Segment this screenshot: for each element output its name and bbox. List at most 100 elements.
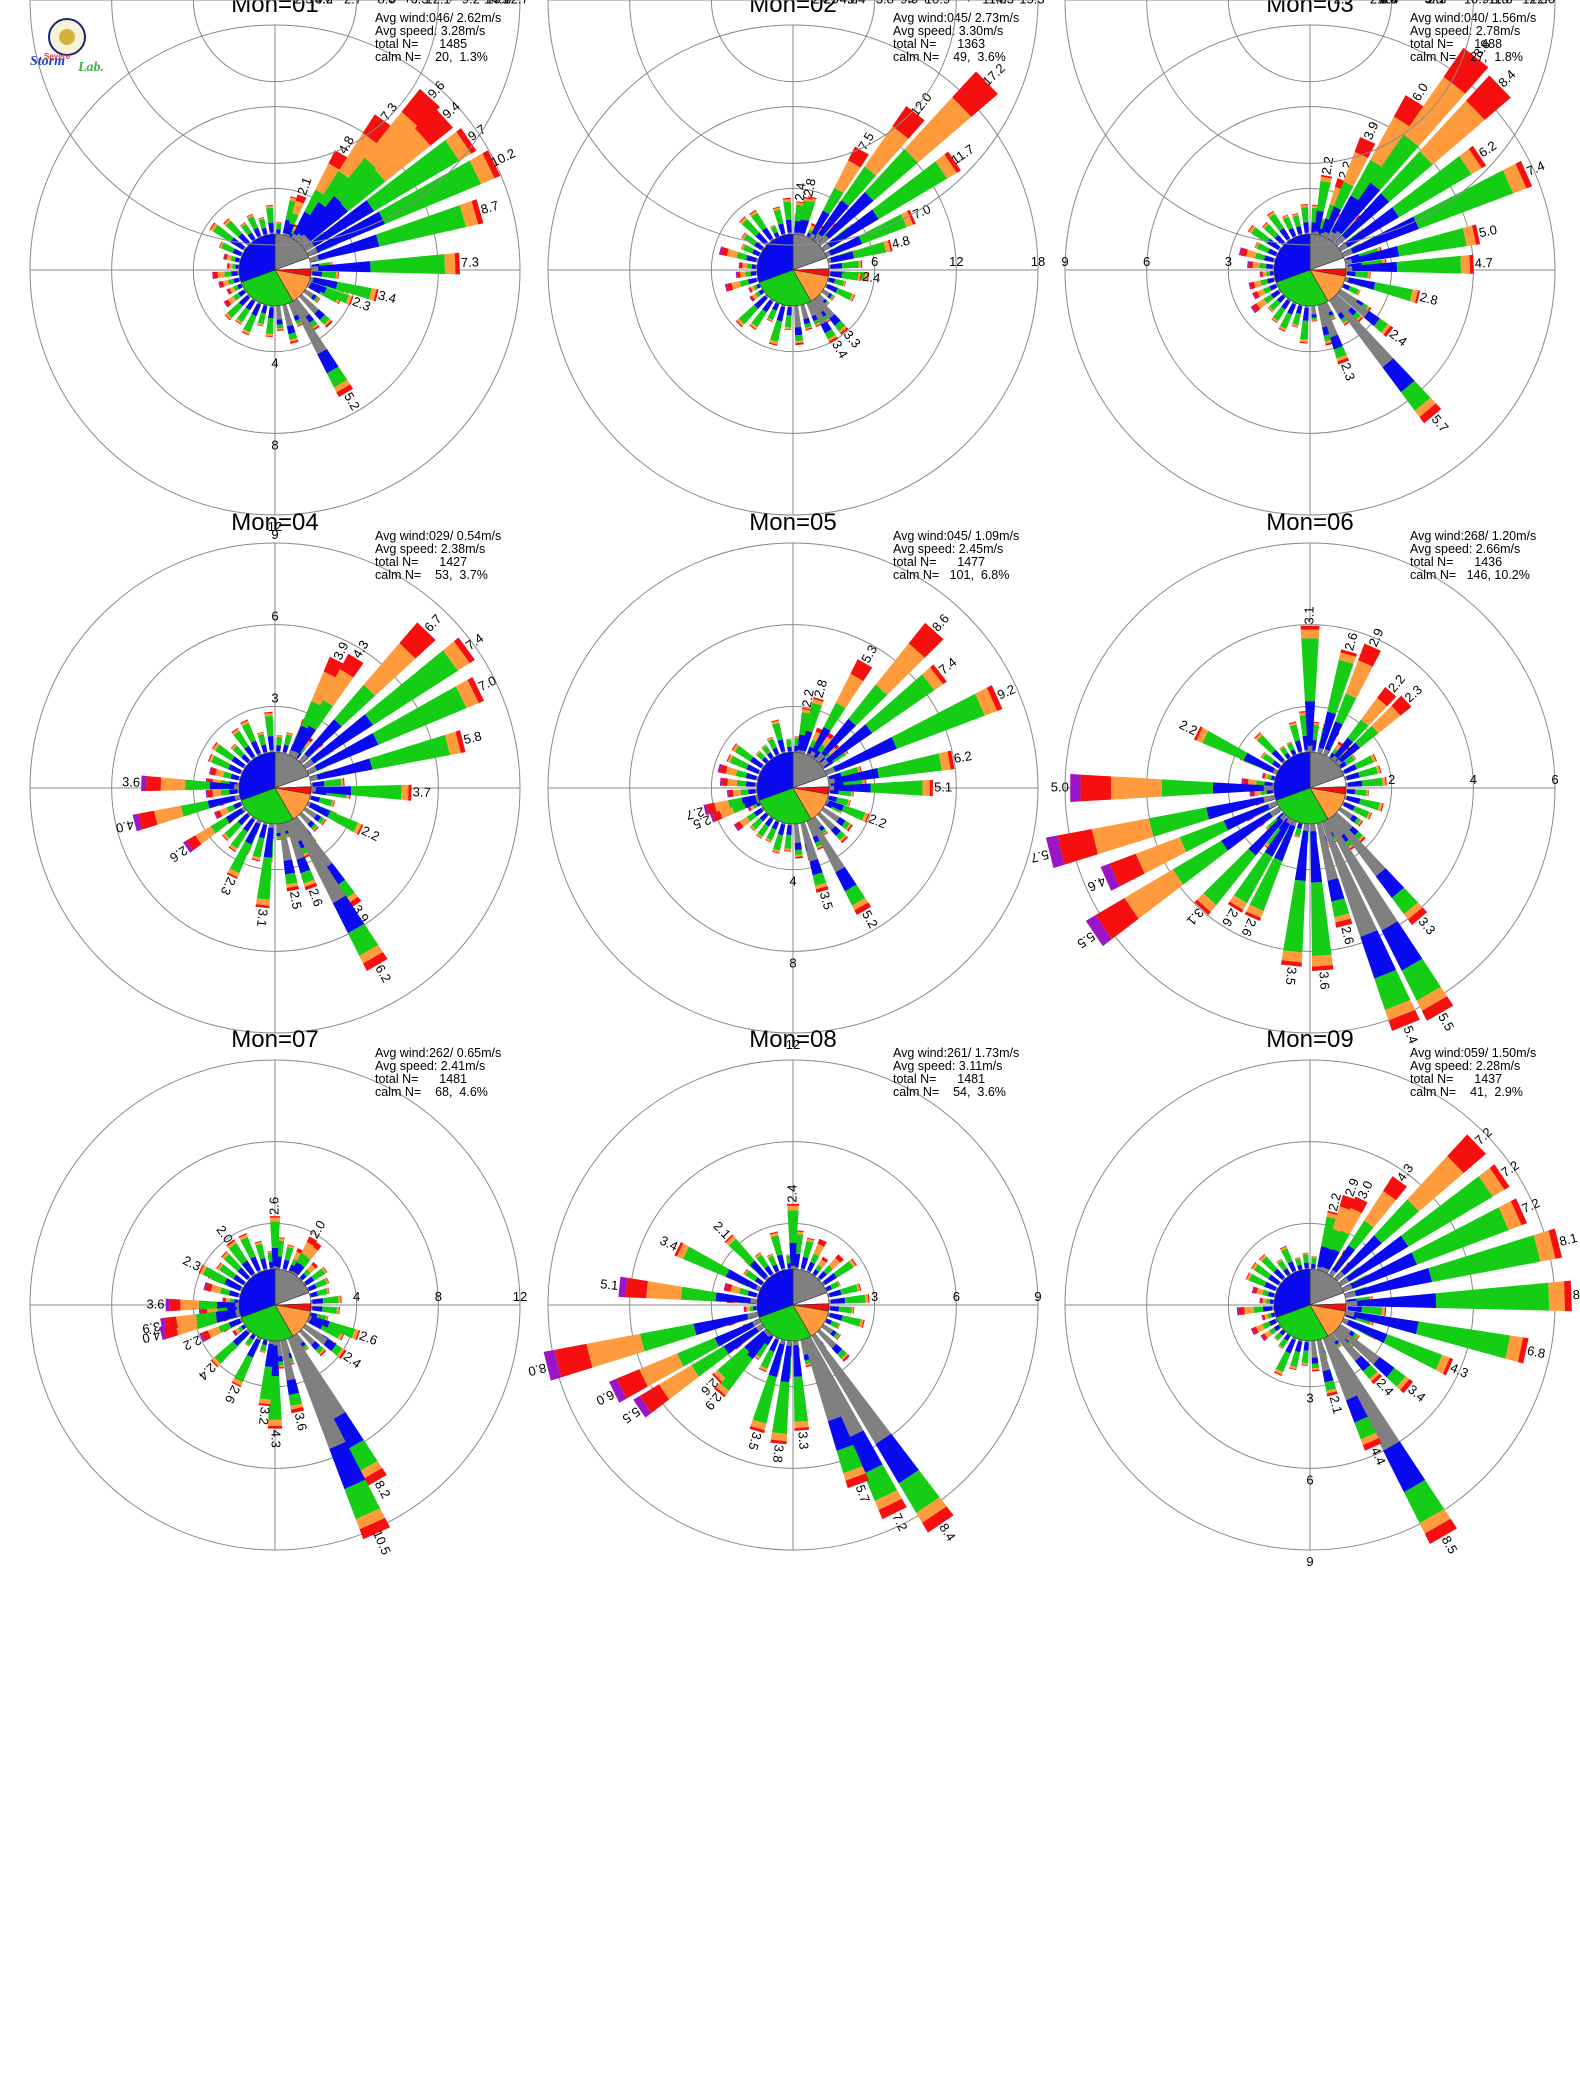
petal-value-label: 6.4 (1381, 0, 1399, 6)
petal-segment-blue (1347, 780, 1363, 787)
petal-segment-green (211, 755, 231, 770)
petal-segment-blue (295, 725, 317, 754)
petal-segment-grey (1322, 748, 1330, 757)
petal-segment-orange (836, 1323, 841, 1329)
petal-segment-red (887, 239, 893, 252)
petal-segment-grey (1332, 1330, 1362, 1362)
petal-segment-grey (806, 301, 817, 317)
petal-segment-red (867, 1294, 870, 1303)
petal-segment-grey (824, 767, 836, 776)
petal-segment-orange (812, 698, 824, 706)
petal-segment-red (864, 813, 870, 823)
petal-value-label: 2.3 (295, 0, 313, 6)
petal-value-label: 8.0 (527, 1360, 548, 1379)
petal-segment-green (1435, 1282, 1550, 1311)
petal-value-label: 11.5 (982, 0, 1006, 6)
petal-segment-grey (1302, 823, 1309, 832)
petal-segment-blue (820, 718, 857, 757)
petal-segment-orange (335, 271, 339, 280)
petal-segment-green (815, 1264, 823, 1272)
petal-segment-blue (753, 295, 768, 310)
petal-segment-red (831, 295, 836, 301)
petal-segment-grey (298, 753, 309, 764)
petal-segment-green (784, 834, 792, 849)
panel-stat-line: Avg speed: 3.59m/s (375, 0, 485, 3)
petal-segment-green (728, 1238, 755, 1266)
petal-segment-grey (806, 819, 819, 838)
petal-segment-green (326, 366, 348, 388)
petal-segment-green (1361, 777, 1383, 787)
petal-segment-blue (237, 283, 243, 290)
petal-segment-blue (820, 321, 832, 334)
petal-segment-green (219, 1287, 231, 1296)
windrose-panel-2: 6 12 182.42.87.512.017.211.77.04.82.43.33.… (547, 0, 1045, 516)
petal-segment-orange (1416, 986, 1448, 1011)
petal-segment-grey (306, 1287, 310, 1292)
petal-segment-grey (234, 784, 240, 789)
petal-segment-blue (756, 283, 761, 289)
petal-segment-green (1279, 312, 1293, 330)
petal-segment-red (1254, 732, 1261, 739)
petal-segment-blue (1343, 764, 1357, 774)
panel-stat-line: Avg speed: 3.17m/s (893, 0, 1003, 3)
petal-segment-blue (1295, 305, 1303, 315)
petal-segment-blue (232, 248, 243, 257)
petal-segment-green (300, 1256, 311, 1268)
petal-value-label: 7.2 (889, 1511, 910, 1534)
ring-tick-label: 6 (789, 0, 796, 3)
petal-segment-green (1391, 887, 1418, 915)
petal-segment-red (1279, 1245, 1287, 1250)
petal-segment-green (1263, 294, 1274, 304)
petal-segment-blue (237, 1267, 250, 1280)
petal-segment-orange (1271, 317, 1279, 323)
petal-segment-blue (207, 795, 236, 809)
petal-segment-green (230, 828, 248, 849)
petal-segment-grey (1311, 305, 1317, 315)
petal-segment-orange (276, 735, 283, 738)
petal-segment-green (770, 1235, 783, 1256)
petal-segment-blue (752, 1306, 757, 1311)
petal-segment-grey (779, 1338, 786, 1345)
petal-segment-purple (618, 1276, 628, 1298)
petal-segment-green (1266, 1298, 1271, 1304)
petal-segment-green (829, 294, 835, 300)
petal-segment-green (1352, 805, 1370, 819)
petal-segment-blue (1279, 227, 1291, 241)
petal-segment-blue (1283, 1268, 1291, 1276)
petal-segment-grey (1263, 785, 1275, 791)
petal-value-label: 4.6 (1086, 874, 1109, 895)
petal-segment-grey (285, 821, 305, 860)
petal-segment-red (1273, 1337, 1278, 1342)
petal-segment-red (765, 839, 772, 843)
university-seal-icon (48, 18, 86, 56)
petal-segment-orange (312, 825, 319, 832)
petal-segment-green (327, 811, 358, 833)
petal-segment-green (1249, 857, 1283, 912)
petal-segment-green (214, 1341, 238, 1364)
petal-segment-blue (310, 1316, 330, 1328)
petal-segment-red (740, 243, 745, 250)
petal-segment-purple (1252, 292, 1257, 300)
petal-segment-green (1302, 1254, 1309, 1263)
petal-segment-orange (1360, 1432, 1379, 1446)
petal-segment-green (823, 702, 846, 731)
panel-stat-line: total N= 1363 (893, 37, 985, 51)
petal-value-label: 4.3 (269, 1430, 284, 1448)
petal-segment-green (1411, 1207, 1509, 1265)
petal-segment-grey (1328, 298, 1343, 315)
petal-segment-blue (286, 1378, 300, 1396)
petal-segment-grey (1320, 303, 1338, 338)
petal-value-label: 2.3 (350, 293, 372, 314)
petal-value-label: 8.8 (377, 0, 395, 6)
panel-stat-line: Avg speed: 2.45m/s (893, 542, 1003, 556)
petal-value-label: 11.6 (1488, 0, 1512, 6)
petal-segment-red (1384, 1307, 1387, 1316)
petal-segment-grey (272, 1340, 278, 1346)
petal-segment-red (226, 872, 238, 880)
petal-segment-orange (1278, 1344, 1284, 1349)
petal-segment-blue (307, 820, 315, 828)
petal-segment-green (804, 322, 812, 329)
petal-segment-green (241, 223, 252, 236)
petal-segment-blue (314, 309, 326, 321)
petal-segment-green (1316, 180, 1331, 212)
